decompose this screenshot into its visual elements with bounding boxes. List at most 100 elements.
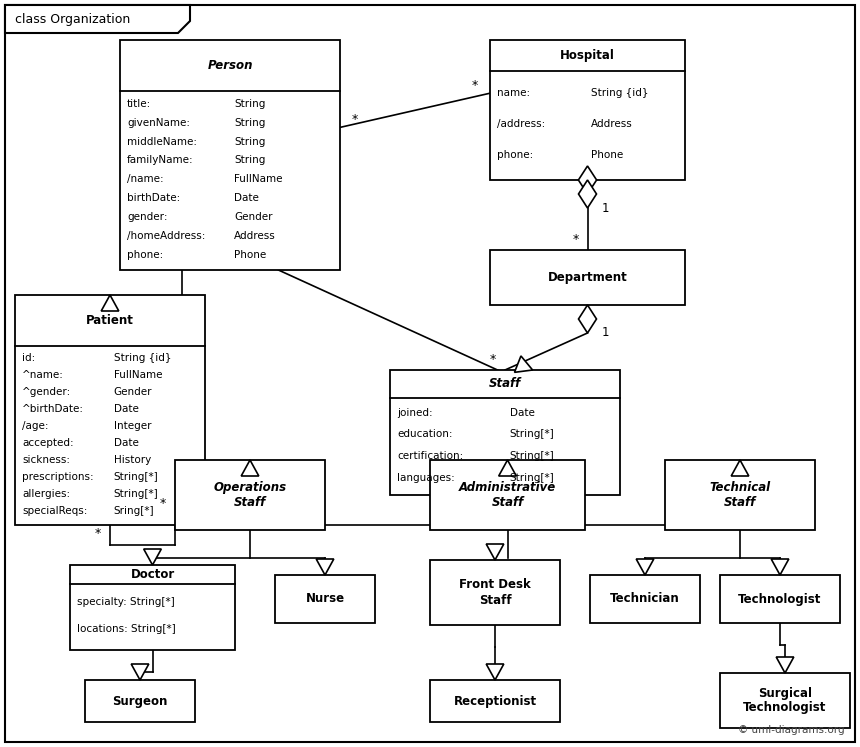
Text: specialty: String[*]: specialty: String[*] bbox=[77, 598, 175, 607]
Text: Date: Date bbox=[510, 408, 534, 418]
Text: /name:: /name: bbox=[127, 174, 163, 185]
Text: sickness:: sickness: bbox=[22, 455, 70, 465]
Polygon shape bbox=[731, 460, 749, 476]
Text: Department: Department bbox=[548, 271, 628, 284]
Polygon shape bbox=[514, 356, 532, 372]
Text: Doctor: Doctor bbox=[131, 568, 175, 581]
Text: Nurse: Nurse bbox=[305, 592, 345, 606]
Text: String[*]: String[*] bbox=[510, 473, 555, 483]
Text: © uml-diagrams.org: © uml-diagrams.org bbox=[739, 725, 845, 735]
Text: Address: Address bbox=[235, 231, 276, 241]
Bar bbox=[430, 460, 585, 530]
Text: phone:: phone: bbox=[127, 250, 163, 260]
Text: Gender: Gender bbox=[114, 387, 152, 397]
Text: String: String bbox=[235, 99, 266, 109]
Text: String: String bbox=[235, 118, 266, 128]
Text: class Organization: class Organization bbox=[15, 13, 130, 26]
Text: /address:: /address: bbox=[497, 119, 545, 128]
Text: ^birthDate:: ^birthDate: bbox=[22, 404, 84, 414]
Text: Person: Person bbox=[207, 59, 253, 72]
Bar bbox=[720, 575, 840, 623]
Text: String {id}: String {id} bbox=[114, 353, 171, 362]
Text: Phone: Phone bbox=[592, 150, 624, 160]
Bar bbox=[490, 40, 685, 180]
Text: Surgical
Technologist: Surgical Technologist bbox=[743, 686, 826, 714]
Bar bbox=[70, 565, 235, 650]
Text: String[*]: String[*] bbox=[114, 489, 158, 499]
Bar bbox=[120, 40, 340, 270]
Text: Phone: Phone bbox=[235, 250, 267, 260]
Text: FullName: FullName bbox=[235, 174, 283, 185]
Text: String[*]: String[*] bbox=[114, 472, 158, 482]
Text: Date: Date bbox=[114, 404, 138, 414]
Text: Staff: Staff bbox=[488, 377, 521, 390]
Text: birthDate:: birthDate: bbox=[127, 193, 181, 203]
Text: specialReqs:: specialReqs: bbox=[22, 506, 88, 516]
Polygon shape bbox=[316, 559, 334, 575]
Bar bbox=[430, 680, 560, 722]
Text: Administrative
Staff: Administrative Staff bbox=[459, 481, 556, 509]
Text: 1: 1 bbox=[602, 202, 609, 214]
Text: id:: id: bbox=[22, 353, 35, 362]
Polygon shape bbox=[771, 559, 789, 575]
Polygon shape bbox=[101, 295, 119, 311]
Bar bbox=[175, 460, 325, 530]
Text: *: * bbox=[573, 234, 579, 247]
Text: *: * bbox=[490, 353, 496, 367]
Text: Address: Address bbox=[592, 119, 633, 128]
Bar bbox=[390, 370, 620, 495]
Polygon shape bbox=[486, 544, 504, 560]
Text: middleName:: middleName: bbox=[127, 137, 197, 146]
Text: Sring[*]: Sring[*] bbox=[114, 506, 155, 516]
Text: gender:: gender: bbox=[127, 212, 168, 222]
Text: Date: Date bbox=[114, 438, 138, 448]
Polygon shape bbox=[241, 460, 259, 476]
Text: *: * bbox=[352, 113, 358, 126]
Bar bbox=[490, 250, 685, 305]
Bar bbox=[15, 295, 205, 525]
Text: String: String bbox=[235, 137, 266, 146]
Text: Date: Date bbox=[235, 193, 259, 203]
Bar bbox=[275, 575, 375, 623]
Text: education:: education: bbox=[397, 430, 452, 439]
Polygon shape bbox=[777, 657, 794, 673]
Text: Patient: Patient bbox=[86, 314, 134, 326]
Bar bbox=[430, 560, 560, 625]
Text: Integer: Integer bbox=[114, 421, 151, 431]
Text: allergies:: allergies: bbox=[22, 489, 71, 499]
Text: Technician: Technician bbox=[610, 592, 680, 606]
Text: FullName: FullName bbox=[114, 370, 163, 379]
Bar bbox=[720, 673, 850, 728]
Text: Surgeon: Surgeon bbox=[113, 695, 168, 707]
Bar bbox=[590, 575, 700, 623]
Text: ^gender:: ^gender: bbox=[22, 387, 71, 397]
Bar bbox=[85, 680, 195, 722]
Polygon shape bbox=[636, 559, 654, 575]
Text: prescriptions:: prescriptions: bbox=[22, 472, 94, 482]
Text: accepted:: accepted: bbox=[22, 438, 74, 448]
Text: Receptionist: Receptionist bbox=[453, 695, 537, 707]
Text: locations: String[*]: locations: String[*] bbox=[77, 624, 175, 633]
Text: Gender: Gender bbox=[235, 212, 273, 222]
Text: String {id}: String {id} bbox=[592, 87, 649, 98]
Text: History: History bbox=[114, 455, 151, 465]
Text: /homeAddress:: /homeAddress: bbox=[127, 231, 206, 241]
Text: String: String bbox=[235, 155, 266, 166]
Text: String[*]: String[*] bbox=[510, 430, 555, 439]
Bar bbox=[665, 460, 815, 530]
Polygon shape bbox=[579, 180, 597, 208]
Text: phone:: phone: bbox=[497, 150, 533, 160]
Text: Operations
Staff: Operations Staff bbox=[213, 481, 286, 509]
Polygon shape bbox=[486, 664, 504, 680]
Text: familyName:: familyName: bbox=[127, 155, 194, 166]
Polygon shape bbox=[499, 460, 516, 476]
Text: 1: 1 bbox=[602, 326, 609, 339]
Polygon shape bbox=[5, 5, 190, 33]
Polygon shape bbox=[144, 549, 162, 565]
Text: *: * bbox=[472, 78, 478, 92]
Text: /age:: /age: bbox=[22, 421, 48, 431]
Text: ^name:: ^name: bbox=[22, 370, 64, 379]
Text: *: * bbox=[95, 527, 101, 539]
Text: String[*]: String[*] bbox=[510, 451, 555, 461]
Text: certification:: certification: bbox=[397, 451, 464, 461]
